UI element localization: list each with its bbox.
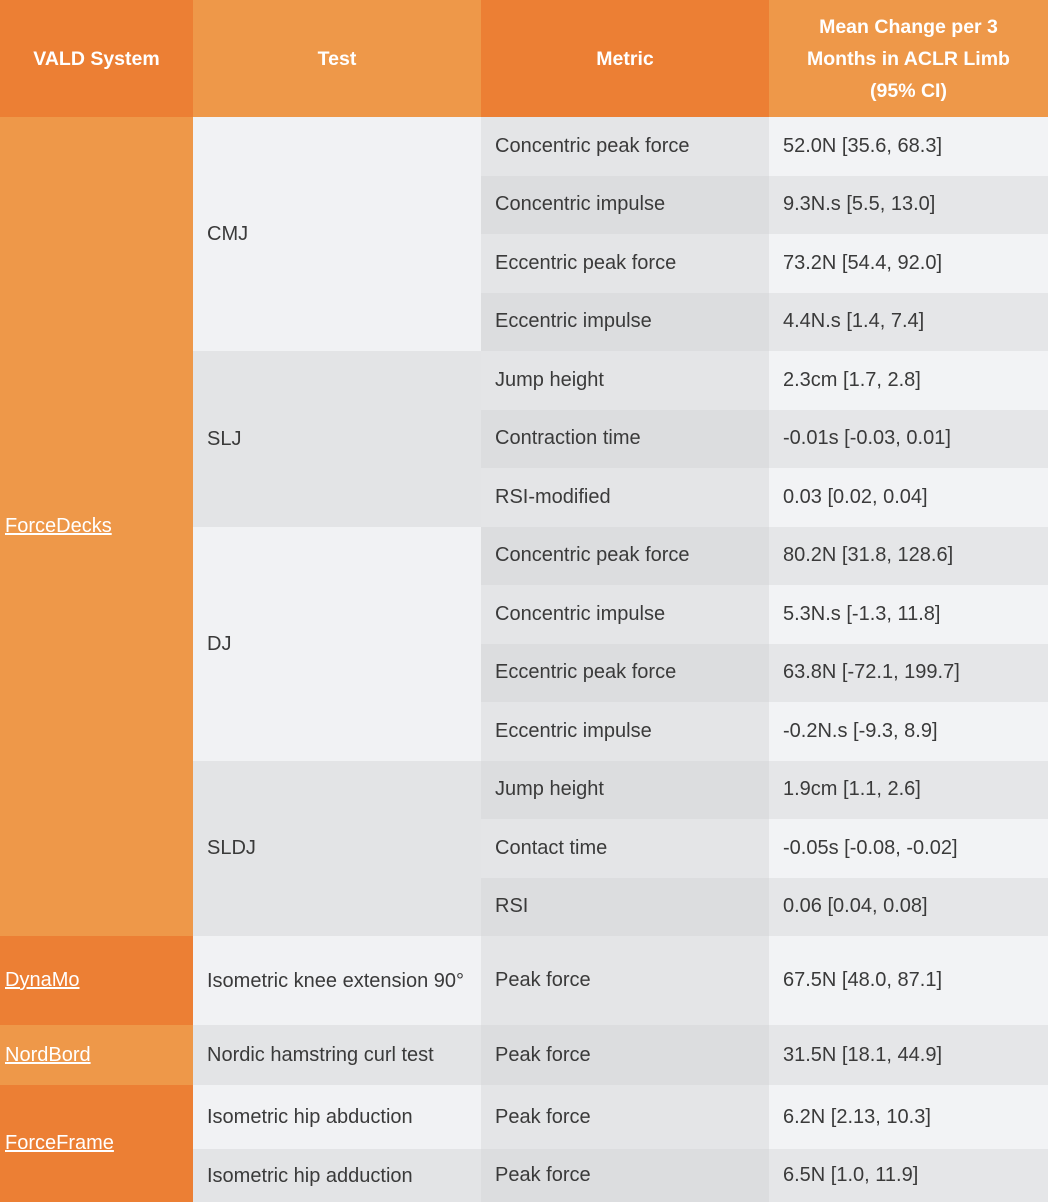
table-row: Contraction time -0.01s [-0.03, 0.01] <box>0 409 1048 468</box>
table-row: Contact time -0.05s [-0.08, -0.02] <box>0 819 1048 878</box>
system-link[interactable]: NordBord <box>5 1043 91 1066</box>
value-cell: 31.5N [18.1, 44.9] <box>769 1025 1048 1085</box>
table-row: Concentric impulse 9.3N.s [5.5, 13.0] <box>0 175 1048 234</box>
test-cell: Isometric knee extension 90° <box>193 936 481 1025</box>
value-cell: 73.2N [54.4, 92.0] <box>769 234 1048 293</box>
value-cell: 80.2N [31.8, 128.6] <box>769 526 1048 585</box>
header-test: Test <box>193 0 481 117</box>
metric-cell: Peak force <box>481 1149 769 1202</box>
header-system: VALD System <box>0 0 193 117</box>
metric-cell: Peak force <box>481 936 769 1025</box>
table-row: Eccentric impulse 4.4N.s [1.4, 7.4] <box>0 292 1048 351</box>
metric-cell: Concentric peak force <box>481 526 769 585</box>
metric-cell: Eccentric peak force <box>481 643 769 702</box>
table-row: ForceDecks CMJ Concentric peak force 52.0N … <box>0 117 1048 936</box>
table-row: RSI-modified 0.03 [0.02, 0.04] <box>0 468 1048 527</box>
table-body: ForceDecks CMJ Concentric peak force 52.0N … <box>0 117 1048 1202</box>
table-row: DynaMo Isometric knee extension 90° Peak f… <box>0 936 1048 1025</box>
test-cell: SLJ <box>193 351 481 527</box>
metric-cell: Peak force <box>481 1025 769 1085</box>
value-cell: -0.01s [-0.03, 0.01] <box>769 409 1048 468</box>
value-cell: 6.2N [2.13, 10.3] <box>769 1085 1048 1149</box>
system-cell: NordBord <box>0 1025 193 1085</box>
table-row: Concentric impulse 5.3N.s [-1.3, 11.8] <box>0 585 1048 644</box>
metric-cell: RSI <box>481 877 769 936</box>
metric-cell: Concentric peak force <box>481 117 769 176</box>
value-cell: -0.2N.s [-9.3, 8.9] <box>769 702 1048 761</box>
table-row: SLDJ Jump height 1.9cm [1.1, 2.6] <box>0 760 1048 936</box>
value-cell: 63.8N [-72.1, 199.7] <box>769 643 1048 702</box>
metric-cell: RSI-modified <box>481 468 769 527</box>
header-value: Mean Change per 3 Months in ACLR Limb (9… <box>769 0 1048 117</box>
value-cell: 1.9cm [1.1, 2.6] <box>769 760 1048 819</box>
value-cell: -0.05s [-0.08, -0.02] <box>769 819 1048 878</box>
test-cell: Isometric hip adduction <box>193 1149 481 1202</box>
test-cell: SLDJ <box>193 760 481 936</box>
system-link[interactable]: ForceFrame <box>5 1132 114 1154</box>
value-cell: 6.5N [1.0, 11.9] <box>769 1149 1048 1202</box>
value-cell: 0.06 [0.04, 0.08] <box>769 877 1048 936</box>
metric-cell: Concentric impulse <box>481 585 769 644</box>
metric-cell: Contact time <box>481 819 769 878</box>
metric-cell: Contraction time <box>481 409 769 468</box>
metric-cell: Jump height <box>481 351 769 410</box>
value-cell: 4.4N.s [1.4, 7.4] <box>769 292 1048 351</box>
table-row: DJ Concentric peak force 80.2N [31.8, 128.… <box>0 526 1048 761</box>
table-row: ForceFrame Isometric hip abduction Peak fo… <box>0 1085 1048 1202</box>
system-cell: ForceFrame <box>0 1085 193 1202</box>
table-row: Eccentric impulse -0.2N.s [-9.3, 8.9] <box>0 702 1048 761</box>
value-cell: 2.3cm [1.7, 2.8] <box>769 351 1048 410</box>
value-cell: 5.3N.s [-1.3, 11.8] <box>769 585 1048 644</box>
system-link[interactable]: DynaMo <box>5 969 80 991</box>
test-cell: Nordic hamstring curl test <box>193 1025 481 1085</box>
metric-cell: Peak force <box>481 1085 769 1149</box>
metric-cell: Eccentric impulse <box>481 292 769 351</box>
value-cell: 9.3N.s [5.5, 13.0] <box>769 175 1048 234</box>
value-cell: 67.5N [48.0, 87.1] <box>769 936 1048 1025</box>
table-row: SLJ Jump height 2.3cm [1.7, 2.8] <box>0 351 1048 527</box>
table-row: NordBord Nordic hamstring curl test Peak f… <box>0 1025 1048 1085</box>
metric-cell: Jump height <box>481 760 769 819</box>
value-cell: 0.03 [0.02, 0.04] <box>769 468 1048 527</box>
metric-cell: Eccentric impulse <box>481 702 769 761</box>
table-row: Isometric hip adduction Peak force 6.5N [1… <box>0 1149 1048 1202</box>
table-row: Eccentric peak force 63.8N [-72.1, 199.7] <box>0 643 1048 702</box>
system-cell: ForceDecks <box>0 117 193 936</box>
test-cell: Isometric hip abduction <box>193 1085 481 1149</box>
header-row: VALD System Test Metric Mean Change per … <box>0 0 1048 117</box>
test-cell: DJ <box>193 526 481 761</box>
table-row: RSI 0.06 [0.04, 0.08] <box>0 877 1048 936</box>
metric-cell: Eccentric peak force <box>481 234 769 293</box>
system-link[interactable]: ForceDecks <box>5 515 112 537</box>
metric-cell: Concentric impulse <box>481 175 769 234</box>
value-cell: 52.0N [35.6, 68.3] <box>769 117 1048 176</box>
system-cell: DynaMo <box>0 936 193 1025</box>
header-metric: Metric <box>481 0 769 117</box>
table-row: Eccentric peak force 73.2N [54.4, 92.0] <box>0 234 1048 293</box>
test-cell: CMJ <box>193 117 481 351</box>
